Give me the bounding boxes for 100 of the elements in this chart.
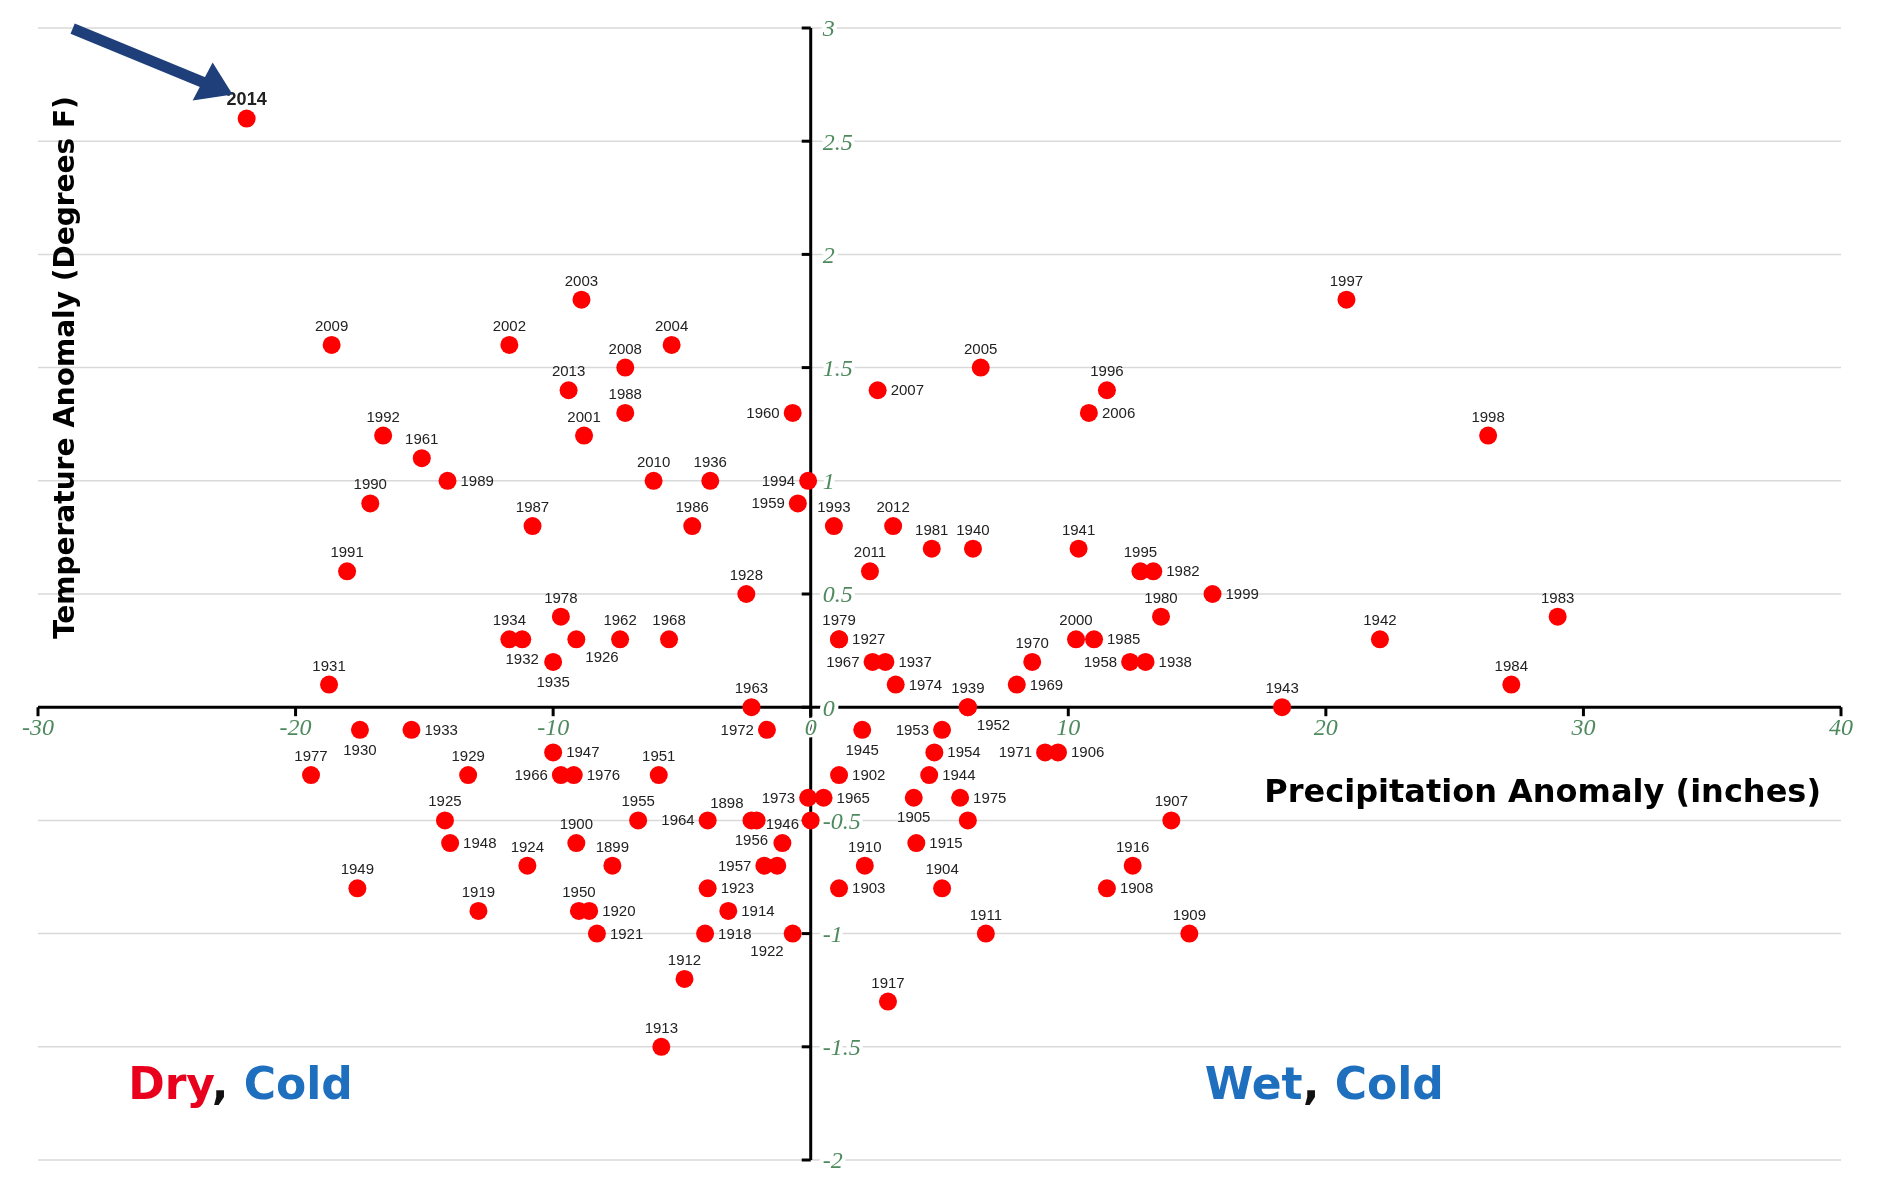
annotation: 1914 xyxy=(741,901,775,919)
annotation: 1974 xyxy=(908,675,943,693)
annotation: Dry, Cold xyxy=(128,1057,353,1109)
y-tick-label: 2.5 xyxy=(822,128,853,155)
x-tick-label: -10 xyxy=(537,714,570,741)
x-tick-label: 40 xyxy=(1829,714,1853,741)
annotation: 1941 xyxy=(1061,520,1096,538)
annotation: 1936 xyxy=(693,452,727,470)
annotation: 1902 xyxy=(852,766,886,784)
x-tick-label: 20 xyxy=(1313,714,1338,741)
annotation: 1945 xyxy=(845,740,879,758)
annotation: 1956 xyxy=(734,831,769,849)
annotation: 1905 xyxy=(897,808,931,826)
annotation: 1903 xyxy=(852,879,886,897)
annotation: 1929 xyxy=(451,747,485,765)
annotation: 1964 xyxy=(661,811,695,829)
annotation: 1900 xyxy=(559,815,594,833)
annotation: 1955 xyxy=(621,792,655,810)
annotation: 2005 xyxy=(964,339,998,357)
annotation: 1919 xyxy=(461,882,496,900)
annotation: 1952 xyxy=(976,715,1011,733)
annotation: 2002 xyxy=(492,316,527,334)
annotation: 2014 xyxy=(226,88,267,109)
annotation: 1991 xyxy=(330,543,364,561)
annotation: 1899 xyxy=(595,837,630,855)
annotation: 1971 xyxy=(998,743,1033,761)
annotation: 1913 xyxy=(644,1018,679,1036)
annotation: 1948 xyxy=(463,834,497,852)
annotation: 1912 xyxy=(667,950,702,968)
x-tick-label: 10 xyxy=(1056,714,1081,741)
annotation: 2013 xyxy=(551,362,586,380)
annotation: 2004 xyxy=(654,316,689,334)
annotation: 1933 xyxy=(424,720,458,738)
annotation: 1925 xyxy=(428,792,462,810)
y-tick-label: 0.5 xyxy=(822,581,853,608)
annotation: 1979 xyxy=(822,611,856,629)
annotation: 1980 xyxy=(1144,588,1178,606)
annotation: 1961 xyxy=(405,430,439,448)
y-tick-label: -1.5 xyxy=(822,1034,861,1061)
x-tick-label: -30 xyxy=(22,714,54,741)
annotation: 1928 xyxy=(729,566,764,583)
annotation: 1990 xyxy=(353,475,387,493)
annotation: 1965 xyxy=(836,788,870,806)
x-tick-label: 30 xyxy=(1570,714,1596,741)
annotation: 1987 xyxy=(515,498,550,516)
y-tick-label: 2 xyxy=(822,241,835,268)
annotation: 1966 xyxy=(514,766,548,784)
annotation: 2000 xyxy=(1059,611,1093,629)
annotation: 1951 xyxy=(642,747,676,765)
y-tick-label: -2 xyxy=(822,1147,843,1174)
annotation: 1973 xyxy=(761,788,796,806)
annotation: 1906 xyxy=(1070,743,1105,761)
annotation: 1943 xyxy=(1265,679,1299,697)
annotation: 1937 xyxy=(898,652,932,670)
annotation: 1970 xyxy=(1015,633,1049,651)
annotation: 1918 xyxy=(718,924,752,942)
annotation: 1999 xyxy=(1225,585,1259,602)
annotation: 1947 xyxy=(566,743,600,761)
annotation: 1982 xyxy=(1166,562,1200,580)
annotation: 1959 xyxy=(751,494,785,512)
annotation: 2007 xyxy=(890,381,925,399)
annotation: 1907 xyxy=(1154,792,1188,810)
annotation: 1984 xyxy=(1494,656,1528,674)
annotation: 1978 xyxy=(544,588,578,606)
annotation: 1923 xyxy=(720,879,755,897)
annotation: 1993 xyxy=(817,498,851,516)
annotation: 1904 xyxy=(925,860,959,878)
annotation: 1940 xyxy=(956,520,990,538)
annotation: 1908 xyxy=(1119,879,1154,897)
annotation: 1981 xyxy=(915,520,949,538)
annotation: 1997 xyxy=(1329,271,1364,289)
annotation: 1942 xyxy=(1363,611,1397,629)
annotation: 1972 xyxy=(720,720,754,738)
annotation: 1996 xyxy=(1090,362,1124,380)
annotation: 1958 xyxy=(1083,652,1118,670)
annotation: 1920 xyxy=(602,901,636,919)
annotation: 1931 xyxy=(312,656,346,674)
annotation: 1995 xyxy=(1123,543,1158,561)
y-tick-label: 3 xyxy=(821,15,835,42)
annotation: 1910 xyxy=(848,837,882,855)
annotation: 1954 xyxy=(947,743,981,761)
annotation: 1976 xyxy=(586,766,621,784)
annotation: 2003 xyxy=(564,271,599,289)
annotation: 2006 xyxy=(1101,403,1136,421)
annotation: 2012 xyxy=(876,498,910,516)
annotation: 1992 xyxy=(366,407,400,425)
annotation: 1930 xyxy=(343,740,377,758)
annotation: 1957 xyxy=(717,856,752,874)
annotation: 1998 xyxy=(1471,407,1505,425)
annotation: 1915 xyxy=(929,834,963,852)
annotation: 1898 xyxy=(710,794,744,812)
annotation: 1949 xyxy=(340,860,375,878)
annotation: 1922 xyxy=(750,942,784,960)
x-axis-title: Precipitation Anomaly (inches) xyxy=(1264,772,1821,811)
annotation: 2011 xyxy=(853,543,887,561)
annotation: 1927 xyxy=(852,630,886,648)
annotation: 1944 xyxy=(942,766,976,784)
annotation: 1962 xyxy=(603,611,637,629)
annotation: 1968 xyxy=(652,611,686,629)
annotation: 1934 xyxy=(492,611,527,629)
